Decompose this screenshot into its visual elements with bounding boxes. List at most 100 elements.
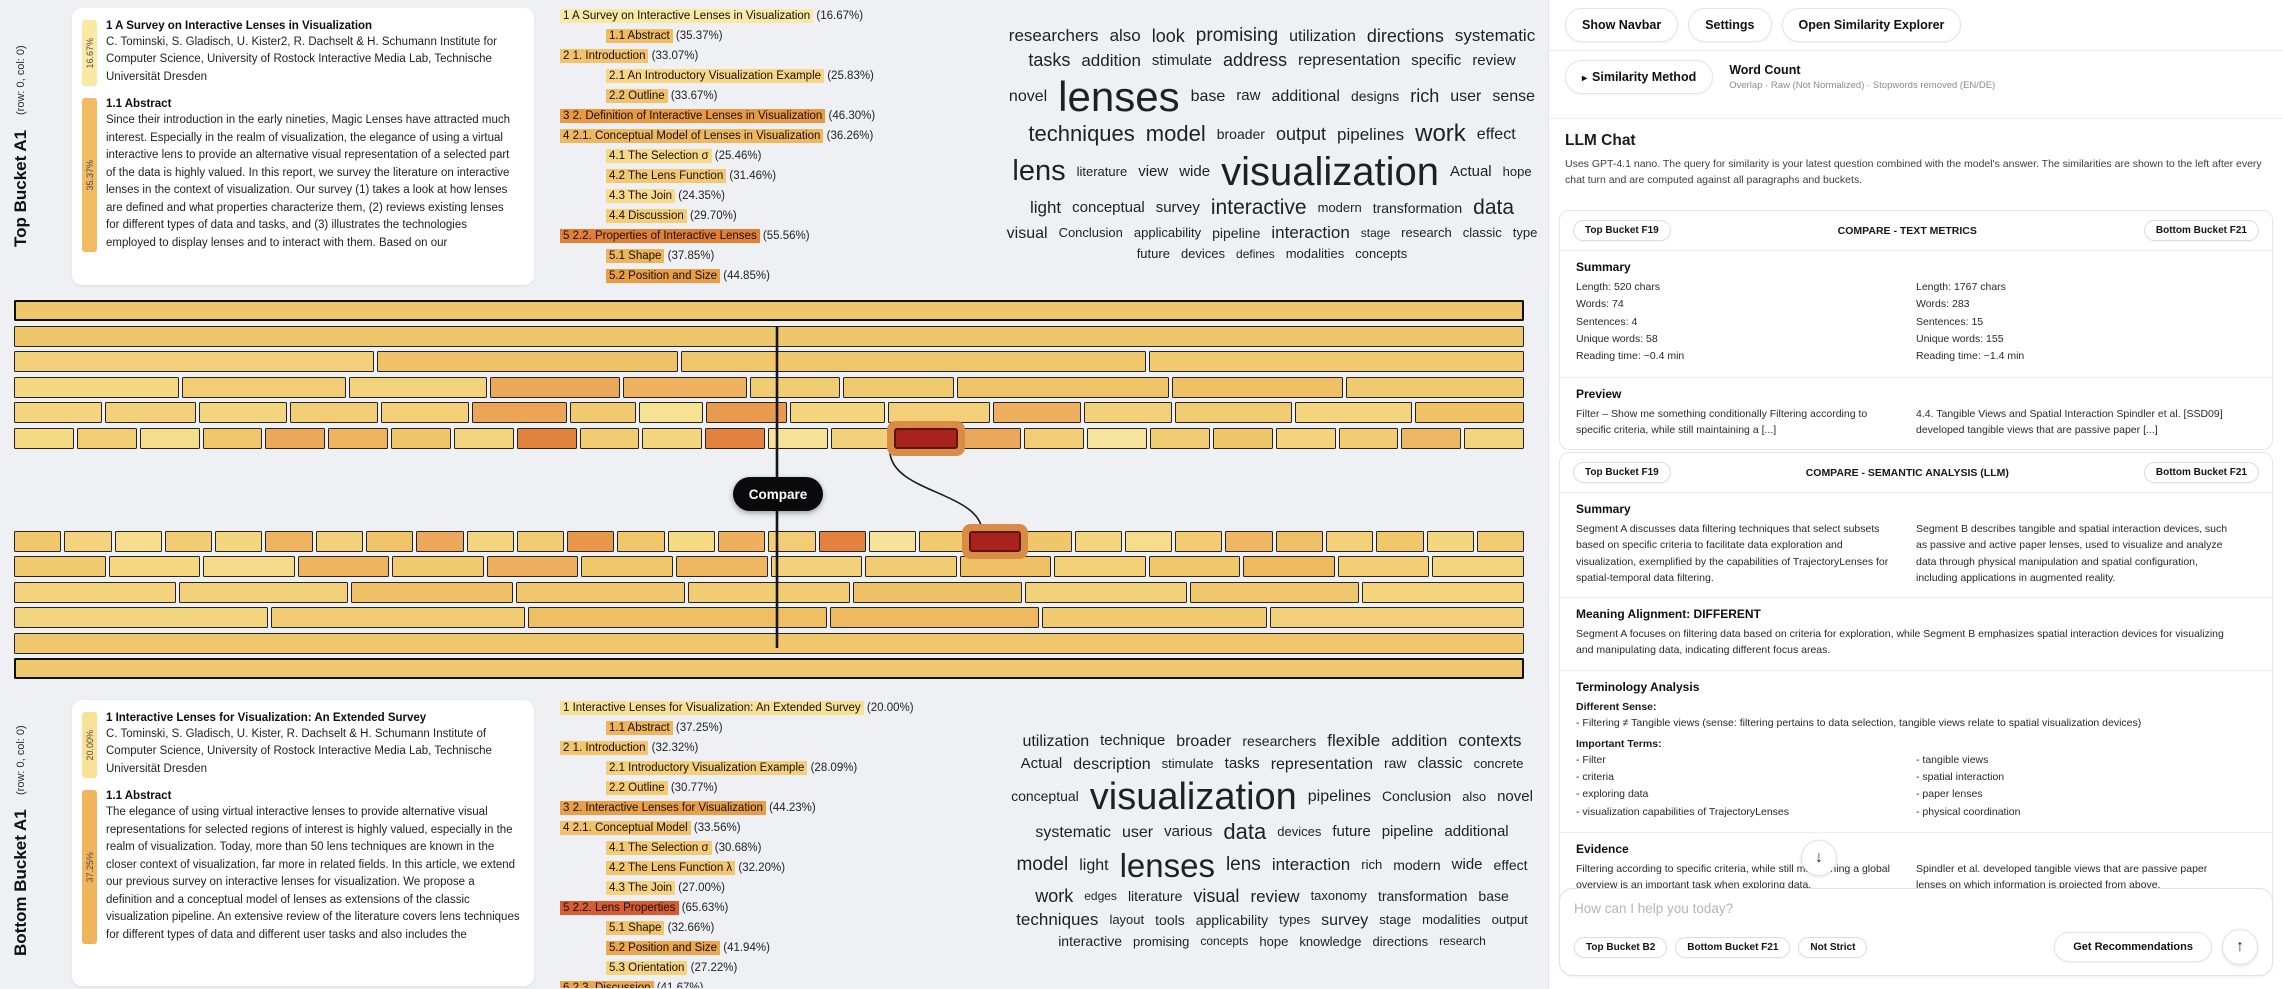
toc-item[interactable]: 1.1 Abstract (35.37%) [606,26,1000,46]
chat-input-placeholder[interactable]: How can I help you today? [1574,901,1734,916]
toc-item[interactable]: 2.2 Outline (33.67%) [606,86,1000,106]
context-chip[interactable]: Not Strict [1798,936,1868,958]
heatmap-cell[interactable] [1432,556,1524,577]
heatmap-cell[interactable] [215,530,263,552]
heatmap-cell[interactable] [705,427,766,449]
heatmap-cell[interactable] [1024,530,1072,552]
nav-button[interactable]: Open Similarity Explorer [1781,8,1962,42]
heatmap-cell[interactable] [377,351,678,372]
heatmap-cell[interactable] [466,530,514,552]
heatmap-cell[interactable] [1326,530,1374,552]
heatmap-cell[interactable] [959,556,1052,577]
heatmap-cell[interactable] [1464,427,1525,449]
toc-item[interactable]: 5.1 Shape (37.85%) [606,246,1000,266]
heatmap-cell[interactable] [198,402,287,423]
heatmap-cell[interactable] [1025,581,1187,603]
heatmap-cell[interactable] [1243,556,1335,577]
heatmap-cell[interactable] [717,530,766,552]
send-button[interactable]: ↑ [2222,929,2258,965]
heatmap-cell[interactable] [14,402,102,423]
heatmap-cell[interactable] [1042,607,1267,628]
heatmap-cell[interactable] [516,530,565,552]
heatmap-cell[interactable] [164,530,213,552]
heatmap-cell[interactable] [993,402,1082,423]
context-chip[interactable]: Top Bucket B2 [1574,936,1668,958]
toc-item[interactable]: 2.1 An Introductory Visualization Exampl… [606,66,1000,86]
heatmap-cell[interactable] [843,376,954,398]
heatmap-cell[interactable] [789,402,885,423]
toc-item[interactable]: 4.3 The Join (27.00%) [606,878,1000,898]
top-bucket-chip[interactable]: Top Bucket F19 [1573,220,1671,241]
toc-item[interactable]: 4 2.1. Conceptual Model (33.56%) [560,818,1000,838]
heatmap-cell[interactable] [1275,530,1324,552]
heatmap-cell[interactable] [667,530,715,552]
heatmap-cell[interactable] [139,427,200,449]
heatmap-cell[interactable] [271,607,526,628]
toc-item[interactable]: 5.2 Position and Size (41.94%) [606,938,1000,958]
toc-item[interactable]: 6 2.3. Discussion (41.67%) [560,978,1000,988]
heatmap-cell[interactable] [265,530,313,552]
heatmap-cell[interactable] [471,402,567,423]
heatmap-cell[interactable] [297,556,390,577]
bottom-document-card[interactable]: 20.00% 1 Interactive Lenses for Visualiza… [72,700,534,986]
heatmap-cell[interactable] [581,556,673,577]
toc-item[interactable]: 3 2. Interactive Lenses for Visualizatio… [560,798,1000,818]
heatmap-cell[interactable] [579,427,640,449]
heatmap-cell[interactable] [289,402,378,423]
heatmap-cell[interactable] [1150,427,1210,449]
heatmap-cell[interactable] [1376,530,1424,552]
heatmap-cell[interactable] [181,376,347,398]
heatmap-cell[interactable] [365,530,414,552]
toc-item[interactable]: 5.3 Orientation (27.22%) [606,958,1000,978]
heatmap-cell[interactable] [569,402,637,423]
heatmap-cell[interactable] [750,376,841,398]
heatmap-cell[interactable] [770,556,863,577]
heatmap-cell[interactable] [14,581,176,603]
toc-item[interactable]: 1 A Survey on Interactive Lenses in Visu… [560,6,1000,26]
heatmap-cell[interactable] [1275,427,1336,449]
heatmap-cell[interactable] [865,556,957,577]
toc-item[interactable]: 5.3 Orientation (30.61%) [606,286,1000,288]
heatmap-cell[interactable] [528,607,827,628]
heatmap-cell[interactable] [64,530,112,552]
heatmap-cell[interactable] [1338,427,1399,449]
heatmap-cell[interactable] [706,402,787,423]
toc-item[interactable]: 2.2 Outline (30.77%) [606,778,1000,798]
heatmap-cell[interactable] [1189,581,1360,603]
heatmap-cell[interactable] [1175,530,1223,552]
heatmap-cell[interactable] [639,402,704,423]
heatmap-cell[interactable] [919,530,967,552]
heatmap-cell[interactable] [14,607,269,628]
heatmap-cell[interactable] [1362,581,1524,603]
toc-item[interactable]: 5.1 Shape (32.66%) [606,918,1000,938]
heatmap-cell[interactable] [14,632,1524,654]
toc-item[interactable]: 4 2.1. Conceptual Model of Lenses in Vis… [560,126,1000,146]
heatmap-cell[interactable] [1337,556,1430,577]
heatmap-cell[interactable] [617,530,665,552]
heatmap-cell[interactable] [14,351,375,372]
heatmap-cell[interactable] [203,556,295,577]
heatmap-cell[interactable] [1426,530,1474,552]
heatmap-cell[interactable] [315,530,363,552]
heatmap-cell[interactable] [391,427,451,449]
nav-button[interactable]: Show Navbar [1565,8,1679,42]
heatmap-cell[interactable] [688,581,850,603]
heatmap-cell[interactable] [14,376,179,398]
heatmap-cell[interactable] [830,427,891,449]
heatmap-cell[interactable] [623,376,748,398]
bottom-bucket-chip[interactable]: Bottom Bucket F21 [2143,462,2259,483]
heatmap-cell[interactable] [1074,530,1122,552]
heatmap-cell[interactable] [14,530,62,552]
context-chip[interactable]: Bottom Bucket F21 [1675,936,1791,958]
toc-item[interactable]: 2 1. Introduction (32.32%) [560,738,1000,758]
nav-button[interactable]: Settings [1688,8,1772,42]
heatmap-cell[interactable] [1171,376,1343,398]
heatmap-cell[interactable] [768,427,828,449]
bottom-bucket-chip[interactable]: Bottom Bucket F21 [2143,220,2259,241]
heatmap-cell[interactable] [76,427,137,449]
heatmap-cell[interactable] [829,607,1040,628]
heatmap-cell[interactable] [956,376,1169,398]
heatmap-cell[interactable] [202,427,263,449]
heatmap-cell[interactable] [1269,607,1524,628]
heatmap-cell[interactable] [265,427,326,449]
